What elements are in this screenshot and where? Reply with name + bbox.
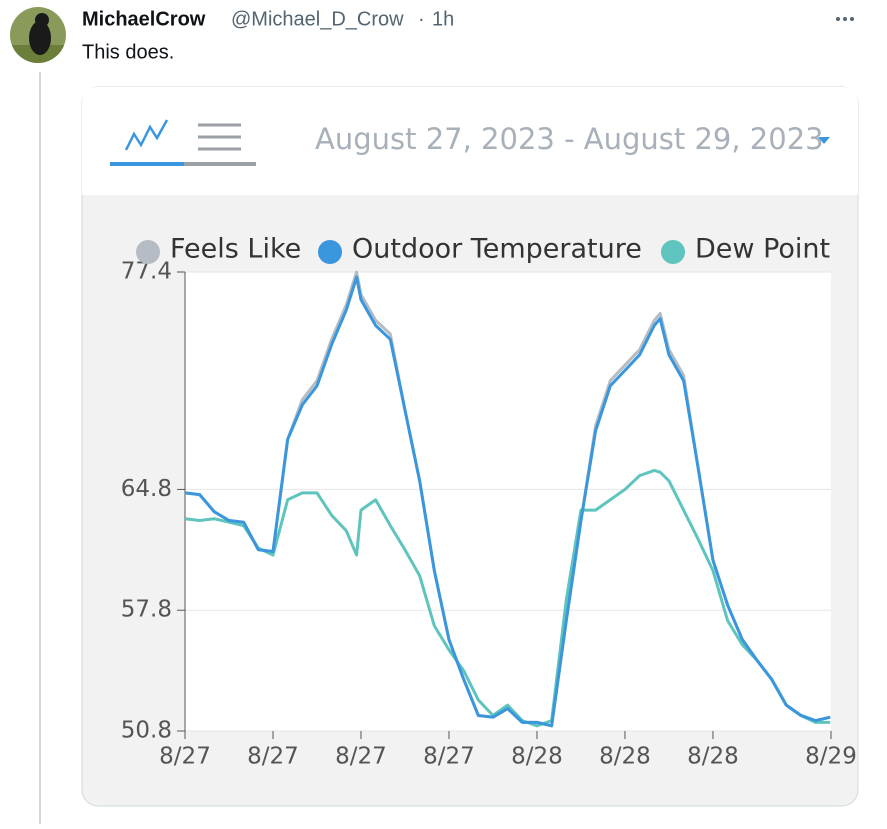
- series-line: [184, 275, 831, 728]
- tweet-text: This does.: [82, 41, 174, 63]
- dropdown-arrow[interactable]: [818, 137, 830, 144]
- plot-area: [185, 272, 831, 731]
- x-tick-label: 8/29: [805, 744, 857, 770]
- legend-marker: [318, 240, 342, 264]
- date-range[interactable]: August 27, 2023 - August 29, 2023: [315, 122, 824, 156]
- table-tab[interactable]: [198, 123, 241, 151]
- x-tick-label: 8/27: [423, 744, 475, 770]
- legend-marker: [136, 240, 160, 264]
- x-tick-label: 8/28: [511, 744, 563, 770]
- avatar[interactable]: [10, 7, 66, 65]
- separator: ·: [418, 8, 425, 30]
- x-tick-label: 8/27: [159, 744, 211, 770]
- legend-label: Feels Like: [170, 234, 301, 265]
- legend-label: Dew Point: [695, 234, 830, 265]
- legend-marker: [661, 240, 685, 264]
- series-line: [184, 468, 831, 728]
- y-tick-label: 57.8: [121, 597, 172, 623]
- x-tick-label: 8/27: [247, 744, 299, 770]
- y-tick-label: 64.8: [121, 476, 172, 502]
- x-tick-label: 8/28: [599, 744, 651, 770]
- y-tick-label: 50.8: [121, 718, 172, 744]
- timestamp[interactable]: 1h: [432, 8, 454, 30]
- more-button[interactable]: [836, 17, 854, 21]
- author-name[interactable]: MichaelCrow: [82, 8, 206, 30]
- chart-tab[interactable]: [124, 119, 169, 151]
- x-tick-label: 8/27: [335, 744, 387, 770]
- legend-label: Outdoor Temperature: [352, 234, 642, 265]
- x-tick-label: 8/28: [687, 744, 739, 770]
- handle[interactable]: @Michael_D_Crow: [231, 8, 404, 30]
